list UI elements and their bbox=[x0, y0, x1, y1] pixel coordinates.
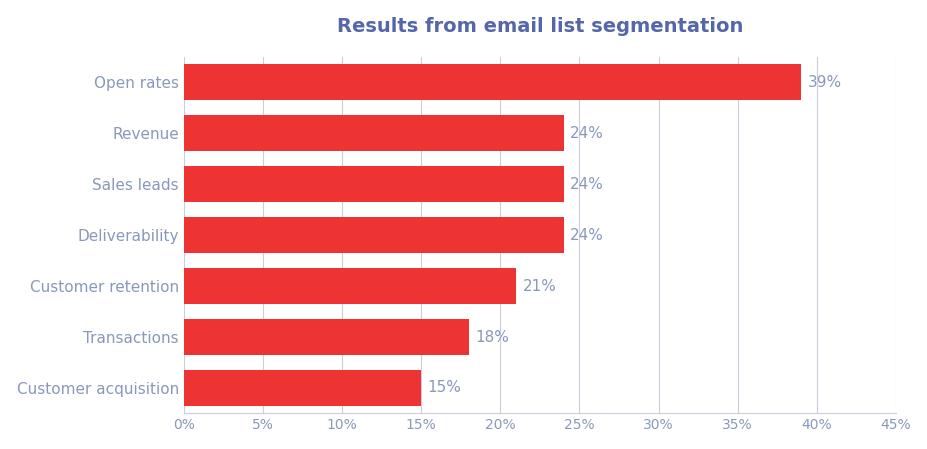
Bar bbox=[184, 370, 421, 406]
Text: 18%: 18% bbox=[475, 330, 508, 344]
Bar bbox=[184, 319, 468, 355]
Bar bbox=[184, 217, 563, 253]
Bar bbox=[184, 115, 563, 151]
Bar bbox=[184, 166, 563, 202]
Text: 24%: 24% bbox=[569, 176, 603, 192]
Bar bbox=[184, 64, 800, 100]
Text: 24%: 24% bbox=[569, 126, 603, 141]
Title: Results from email list segmentation: Results from email list segmentation bbox=[337, 17, 743, 35]
Text: 39%: 39% bbox=[806, 75, 841, 90]
Bar bbox=[184, 268, 515, 304]
Text: 21%: 21% bbox=[522, 278, 556, 294]
Text: 15%: 15% bbox=[427, 380, 461, 396]
Text: 24%: 24% bbox=[569, 228, 603, 242]
